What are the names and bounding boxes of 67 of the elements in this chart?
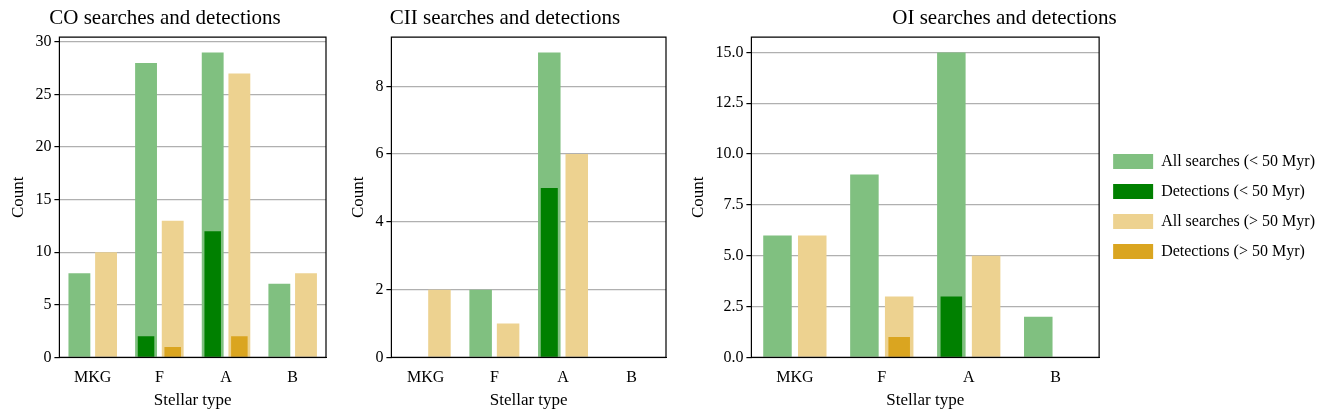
bar: [135, 62, 157, 357]
y-tick-label: 2: [375, 279, 384, 297]
x-tick-label: B: [287, 368, 299, 386]
y-tick-label: 30: [35, 32, 52, 50]
legend-label: Detections (< 50 Myr): [1161, 181, 1305, 200]
y-tick-label: 0.0: [723, 347, 744, 365]
bar: [95, 252, 117, 357]
y-tick-label: 10: [35, 242, 52, 260]
legend-label: All searches (> 50 Myr): [1161, 211, 1316, 230]
bar: [137, 336, 155, 357]
y-axis-title: Count: [7, 176, 27, 219]
bar: [888, 337, 910, 357]
y-axis-title: Count: [687, 176, 707, 219]
y-axis-title: Count: [347, 176, 367, 219]
bar: [231, 336, 248, 357]
bar: [161, 220, 184, 357]
bar: [850, 174, 879, 357]
x-tick-label: MKG: [74, 368, 112, 386]
x-tick-label: MKG: [776, 368, 814, 386]
x-axis-title: Stellar type: [886, 390, 965, 410]
y-tick-label: 7.5: [723, 195, 744, 213]
x-tick-label: A: [557, 368, 570, 386]
x-tick-label: F: [489, 368, 499, 386]
y-tick-label: 12.5: [715, 93, 744, 111]
y-tick-label: 15: [35, 189, 52, 207]
bar: [469, 289, 492, 357]
bar: [940, 296, 963, 357]
bar: [268, 283, 291, 357]
chart-title: CO searches and detections: [49, 5, 281, 30]
chart-title: OI searches and detections: [892, 5, 1117, 30]
legend-label: Detections (> 50 Myr): [1161, 241, 1305, 260]
x-axis-title: Stellar type: [153, 390, 232, 410]
x-tick-label: F: [154, 368, 164, 386]
bar: [228, 73, 251, 357]
y-tick-label: 10.0: [715, 144, 744, 162]
x-tick-label: A: [962, 368, 975, 386]
x-tick-label: B: [626, 368, 638, 386]
x-tick-label: B: [1050, 368, 1061, 386]
x-tick-label: A: [220, 368, 233, 386]
bar: [798, 235, 827, 357]
bar: [565, 154, 589, 357]
y-tick-label: 0: [375, 347, 384, 365]
bar: [763, 235, 792, 357]
bar: [68, 273, 91, 357]
chart-title: CII searches and detections: [389, 5, 621, 30]
x-tick-label: F: [877, 368, 887, 386]
bar: [428, 289, 451, 357]
x-axis-title: Stellar type: [489, 390, 568, 410]
y-tick-label: 4: [375, 212, 384, 230]
y-tick-label: 0: [43, 347, 52, 365]
y-tick-label: 8: [375, 76, 384, 94]
y-tick-label: 25: [35, 84, 52, 102]
bar: [540, 187, 558, 357]
bar: [204, 231, 221, 357]
bar: [496, 323, 520, 357]
y-tick-label: 5.0: [723, 245, 744, 263]
bar: [1024, 316, 1053, 357]
bar: [295, 273, 317, 357]
y-tick-label: 15.0: [715, 42, 744, 60]
y-tick-label: 6: [375, 144, 384, 162]
y-tick-label: 2.5: [723, 296, 744, 314]
bar: [971, 255, 1001, 357]
legend-label: All searches (< 50 Myr): [1161, 151, 1316, 170]
x-tick-label: MKG: [407, 368, 445, 386]
y-tick-label: 5: [43, 295, 52, 313]
y-tick-label: 20: [35, 137, 52, 155]
bar: [164, 346, 181, 357]
